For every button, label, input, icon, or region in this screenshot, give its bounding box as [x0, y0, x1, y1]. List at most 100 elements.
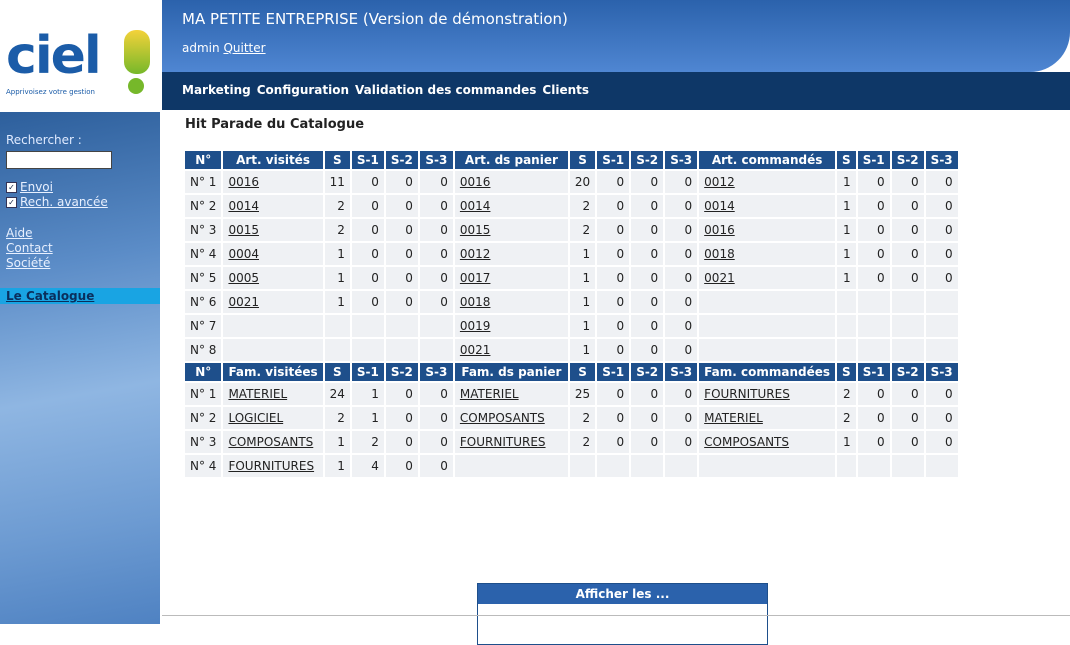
cell	[385, 339, 418, 361]
item-link[interactable]: 0016	[704, 223, 735, 237]
cell: 0	[597, 339, 630, 361]
cell: 0	[631, 407, 664, 429]
cell: N° 1	[185, 171, 222, 193]
nav-item[interactable]: Marketing	[182, 83, 251, 97]
cell: 0016	[699, 219, 836, 241]
cell: 0	[597, 291, 630, 313]
item-link[interactable]: 0014	[704, 199, 735, 213]
cell: 1	[569, 315, 596, 337]
nav-item[interactable]: Clients	[542, 83, 590, 97]
item-link[interactable]: 0017	[459, 271, 491, 285]
item-link[interactable]: 0015	[459, 223, 491, 237]
nav-item[interactable]: Configuration	[256, 83, 350, 97]
data-row: N° 4 FOURNITURES 1 4 0 0	[185, 455, 958, 477]
cell: 0014	[454, 195, 568, 217]
column-header: Art. commandés	[699, 151, 836, 169]
cell: 1	[324, 291, 350, 313]
logout-link[interactable]: Quitter	[223, 41, 266, 55]
item-link[interactable]: MATERIEL	[704, 411, 763, 425]
item-link[interactable]: FOURNITURES	[704, 387, 790, 401]
cell: COMPOSANTS	[454, 407, 568, 429]
item-link[interactable]: 0018	[459, 295, 491, 309]
item-link[interactable]: 0021	[459, 343, 491, 357]
logo[interactable]: ciel Apprivoisez votre gestion	[6, 22, 156, 102]
cell: MATERIEL	[699, 407, 836, 429]
cell: 2	[569, 195, 596, 217]
header: MA PETITE ENTREPRISE (Version de démonst…	[162, 0, 1070, 72]
item-link[interactable]: COMPOSANTS	[704, 435, 790, 449]
item-link[interactable]: 0005	[228, 271, 259, 285]
cell: 0	[351, 219, 384, 241]
user-name: admin	[182, 41, 220, 55]
item-link[interactable]: MATERIEL	[228, 387, 288, 401]
item-link[interactable]: COMPOSANTS	[459, 411, 545, 425]
item-link[interactable]: 0012	[459, 247, 491, 261]
cell: COMPOSANTS	[223, 431, 323, 453]
item-link[interactable]: 0004	[228, 247, 259, 261]
cell	[925, 455, 958, 477]
item-link[interactable]: 0014	[228, 199, 259, 213]
checkbox[interactable]: ✓	[6, 182, 17, 193]
cell: 0	[419, 455, 453, 477]
item-link[interactable]: 0016	[228, 175, 259, 189]
cell: 0	[631, 243, 664, 265]
cell: 1	[837, 243, 856, 265]
option-link[interactable]: Envoi	[20, 180, 53, 194]
item-link[interactable]: COMPOSANTS	[228, 435, 314, 449]
item-link[interactable]: LOGICIEL	[228, 411, 284, 425]
item-link[interactable]: FOURNITURES	[459, 435, 546, 449]
cell	[925, 339, 958, 361]
item-link[interactable]: 0021	[704, 271, 735, 285]
item-link[interactable]: 0018	[704, 247, 735, 261]
cell: N° 5	[185, 267, 222, 289]
checkbox[interactable]: ✓	[6, 197, 17, 208]
item-link[interactable]: 0014	[459, 199, 491, 213]
option[interactable]: ✓ Rech. avancée	[6, 195, 108, 209]
cell: 0	[419, 267, 453, 289]
logo-drop	[124, 30, 150, 74]
cell: 1	[837, 171, 856, 193]
cell: 0	[665, 383, 698, 405]
column-header: S-2	[385, 363, 418, 381]
cell: 0	[857, 267, 890, 289]
cell: 0	[385, 431, 418, 453]
item-link[interactable]: MATERIEL	[459, 387, 519, 401]
item-link[interactable]: 0016	[459, 175, 491, 189]
cell: 0	[665, 195, 698, 217]
column-header: Art. ds panier	[454, 151, 568, 169]
sidebar-link[interactable]: Contact	[6, 241, 53, 255]
cell: 2	[837, 407, 856, 429]
cell: 1	[837, 431, 856, 453]
cell: FOURNITURES	[454, 431, 568, 453]
item-link[interactable]: 0019	[459, 319, 491, 333]
cell: N° 4	[185, 243, 222, 265]
cell: N° 1	[185, 383, 222, 405]
cell: 2	[324, 407, 350, 429]
data-row: N° 8 0021 1 0 0 0	[185, 339, 958, 361]
active-link[interactable]: Le Catalogue	[6, 289, 95, 303]
search-input[interactable]	[6, 151, 112, 169]
item-link[interactable]: 0012	[704, 175, 735, 189]
sidebar-link[interactable]: Société	[6, 256, 51, 270]
sidebar-link[interactable]: Aide	[6, 226, 33, 240]
cell	[699, 339, 836, 361]
cell: 0021	[223, 291, 323, 313]
cell: 0	[385, 455, 418, 477]
cell: 0	[597, 431, 630, 453]
cell: N° 3	[185, 431, 222, 453]
column-header: S-2	[891, 363, 924, 381]
nav-item[interactable]: Validation des commandes	[355, 83, 537, 97]
column-header: N°	[185, 151, 222, 169]
cell	[699, 291, 836, 313]
data-row: N° 7 0019 1 0 0 0	[185, 315, 958, 337]
active-menu-item[interactable]: Le Catalogue	[0, 288, 160, 304]
item-link[interactable]: 0021	[228, 295, 259, 309]
cell: 0	[419, 171, 453, 193]
item-link[interactable]: FOURNITURES	[228, 459, 315, 473]
item-link[interactable]: 0015	[228, 223, 259, 237]
cell	[891, 315, 924, 337]
header-row: N° Art. visités S S-1 S-2 S-3 Art. ds panier S S…	[185, 151, 958, 169]
option[interactable]: ✓ Envoi	[6, 180, 53, 194]
option-link[interactable]: Rech. avancée	[20, 195, 108, 209]
cell: 0018	[454, 291, 568, 313]
